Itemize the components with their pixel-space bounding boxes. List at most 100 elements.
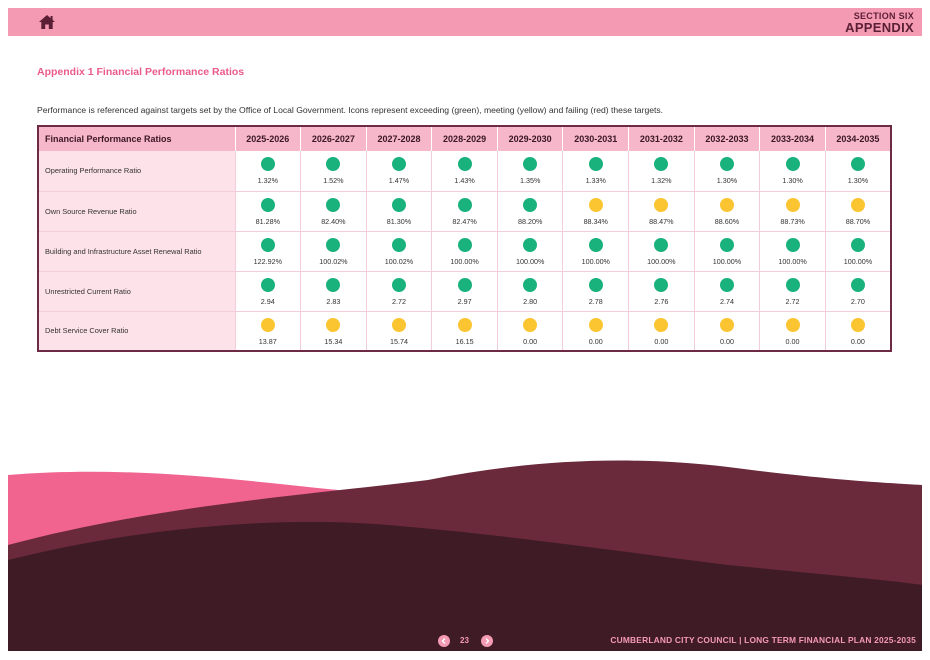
ratio-cell: 16.15 [431,311,498,352]
status-green-icon [326,237,341,252]
ratio-value: 1.35% [519,176,541,185]
table-row: Own Source Revenue Ratio 81.28% 82.40% 81.3… [38,191,892,232]
ratio-value: 1.47% [388,176,410,185]
status-green-icon [850,157,865,171]
status-yellow-icon [457,317,472,332]
ratio-cell: 100.00% [628,231,695,272]
section-label: SECTION SIX [853,11,914,21]
ratio-cell: 2.97 [431,271,498,312]
ratio-cell: 1.43% [431,151,498,192]
status-yellow-icon [588,197,603,212]
ratio-cell: 0.00 [825,311,892,352]
status-green-icon [260,197,275,212]
ratio-value: 13.87 [258,336,277,346]
ratio-value: 100.00% [712,256,742,266]
ratio-value: 100.00% [515,256,545,266]
ratio-value: 100.00% [450,256,479,266]
ratio-value: 1.30% [716,176,738,185]
ratio-cell: 2.74 [694,271,761,312]
status-green-icon [654,277,669,292]
status-green-icon [785,157,800,171]
ratio-cell: 1.47% [366,151,433,192]
ratio-cell: 100.02% [300,231,367,272]
ratio-cell: 15.74 [366,311,433,352]
ratio-cell: 2.78 [562,271,630,312]
status-green-icon [391,197,406,212]
ratio-value: 88.34% [583,216,608,226]
status-yellow-icon [654,317,669,332]
ratio-cell: 1.30% [759,151,826,192]
ratio-cell: 1.35% [497,151,564,192]
next-page-button[interactable] [481,635,493,647]
header-year: 2029-2030 [497,126,564,151]
ratio-cell: 2.80 [497,271,564,312]
ratio-cell: 100.00% [825,231,892,272]
chevron-left-icon [441,638,446,644]
status-green-icon [785,277,800,292]
ratio-value: 2.72 [391,296,406,306]
status-green-icon [260,277,275,292]
status-green-icon [785,237,800,252]
ratio-value: 1.43% [454,176,475,185]
page-heading: Appendix 1 Financial Performance Ratios [37,66,245,78]
ratio-cell: 1.33% [562,151,630,192]
header-year: 2025-2026 [235,126,302,151]
ratio-cell: 100.00% [562,231,630,272]
status-green-icon [457,277,472,292]
status-yellow-icon [588,317,603,332]
ratio-cell: 1.52% [300,151,367,192]
status-green-icon [326,197,341,212]
header-year: 2027-2028 [366,126,433,151]
section-title: APPENDIX [845,20,914,35]
ratio-value: 2.70 [850,296,865,306]
ratio-cell: 100.00% [431,231,498,272]
ratio-cell: 100.02% [366,231,433,272]
status-green-icon [719,277,734,292]
ratio-cell: 1.32% [235,151,302,192]
table-row: Debt Service Cover Ratio 13.87 15.34 15.74 1… [38,311,892,352]
ratio-value: 1.32% [257,176,278,185]
ratio-value: 1.32% [651,176,672,185]
ratio-cell: 100.00% [759,231,826,272]
ratio-cell: 88.47% [628,191,695,232]
ratio-value: 2.76 [654,296,669,306]
decorative-waves [8,460,922,651]
status-green-icon [457,237,472,252]
ratio-value: 2.80 [523,296,538,306]
ratio-cell: 2.94 [235,271,302,312]
header-bar: SECTION SIX APPENDIX [8,8,922,36]
status-yellow-icon [785,317,800,332]
status-green-icon [719,157,734,171]
status-green-icon [260,237,275,252]
home-icon[interactable] [38,14,56,30]
ratio-cell: 88.70% [825,191,892,232]
table-body: Operating Performance Ratio 1.32% 1.52% 1.4… [38,151,892,352]
chevron-right-icon [485,638,490,644]
status-green-icon [588,277,603,292]
ratio-value: 81.30% [386,216,412,226]
prev-page-button[interactable] [438,635,450,647]
status-green-icon [326,277,341,292]
ratio-cell: 88.60% [694,191,761,232]
ratio-cell: 88.20% [497,191,564,232]
status-yellow-icon [260,317,275,332]
header-year: 2034-2035 [825,126,892,151]
ratio-value: 1.30% [847,176,869,185]
footer-text: CUMBERLAND CITY COUNCIL | LONG TERM FINA… [610,635,916,645]
ratios-table: Financial Performance Ratios 2025-2026 2… [37,125,892,352]
header-year: 2031-2032 [628,126,695,151]
table-row: Unrestricted Current Ratio 2.94 2.83 2.72 2.… [38,271,892,312]
status-green-icon [719,237,734,252]
ratio-value: 88.70% [845,216,871,226]
ratio-value: 15.74 [389,336,408,346]
ratio-cell: 1.30% [694,151,761,192]
ratio-cell: 82.47% [431,191,498,232]
ratio-cell: 82.40% [300,191,367,232]
ratio-value: 16.15 [455,336,474,346]
ratio-cell: 0.00 [562,311,630,352]
header-year: 2030-2031 [562,126,630,151]
status-yellow-icon [850,317,865,332]
ratio-cell: 2.83 [300,271,367,312]
ratio-value: 82.40% [321,216,346,226]
table-row: Building and Infrastructure Asset Renewa… [38,231,892,272]
